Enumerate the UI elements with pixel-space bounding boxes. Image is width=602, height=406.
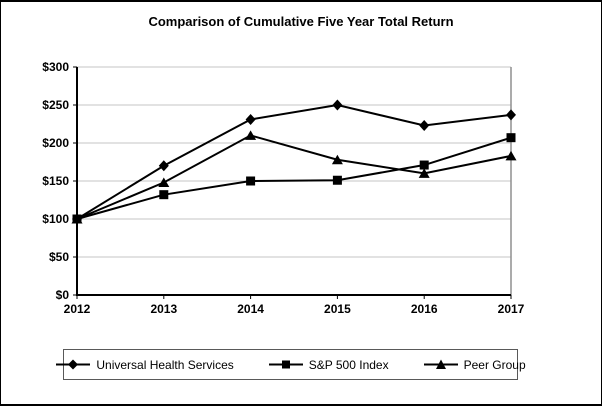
legend-item-universal-health-services: Universal Health Services bbox=[55, 357, 234, 372]
legend-label: S&P 500 Index bbox=[308, 357, 389, 372]
triangle-marker-icon bbox=[423, 359, 458, 369]
svg-text:$200: $200 bbox=[42, 136, 69, 150]
legend-item-peer-group: Peer Group bbox=[423, 358, 526, 372]
svg-text:$300: $300 bbox=[42, 60, 69, 74]
square-marker-icon bbox=[268, 360, 303, 369]
svg-text:2013: 2013 bbox=[150, 302, 177, 316]
svg-text:2015: 2015 bbox=[324, 302, 351, 316]
svg-text:$0: $0 bbox=[56, 288, 70, 302]
svg-text:$100: $100 bbox=[42, 212, 69, 226]
svg-text:$150: $150 bbox=[42, 174, 69, 188]
svg-text:2012: 2012 bbox=[64, 302, 91, 316]
svg-text:$50: $50 bbox=[49, 250, 69, 264]
legend: Universal Health Services S&P 500 Index … bbox=[56, 349, 526, 380]
svg-text:2016: 2016 bbox=[411, 302, 438, 316]
svg-text:2017: 2017 bbox=[498, 302, 525, 316]
diamond-marker-icon bbox=[56, 359, 91, 370]
total-return-line-chart: $0 $50 $100 $150 $200 $250 $300 2012 2013 2014 201… bbox=[42, 60, 525, 316]
legend-item-sp500-index: S&P 500 Index bbox=[268, 358, 389, 372]
chart-title: Comparison of Cumulative Five Year Total… bbox=[148, 14, 454, 29]
legend-label: Universal Health Services bbox=[96, 357, 234, 372]
svg-text:$250: $250 bbox=[42, 98, 69, 112]
svg-text:2014: 2014 bbox=[237, 302, 264, 316]
legend-label: Peer Group bbox=[463, 357, 526, 372]
